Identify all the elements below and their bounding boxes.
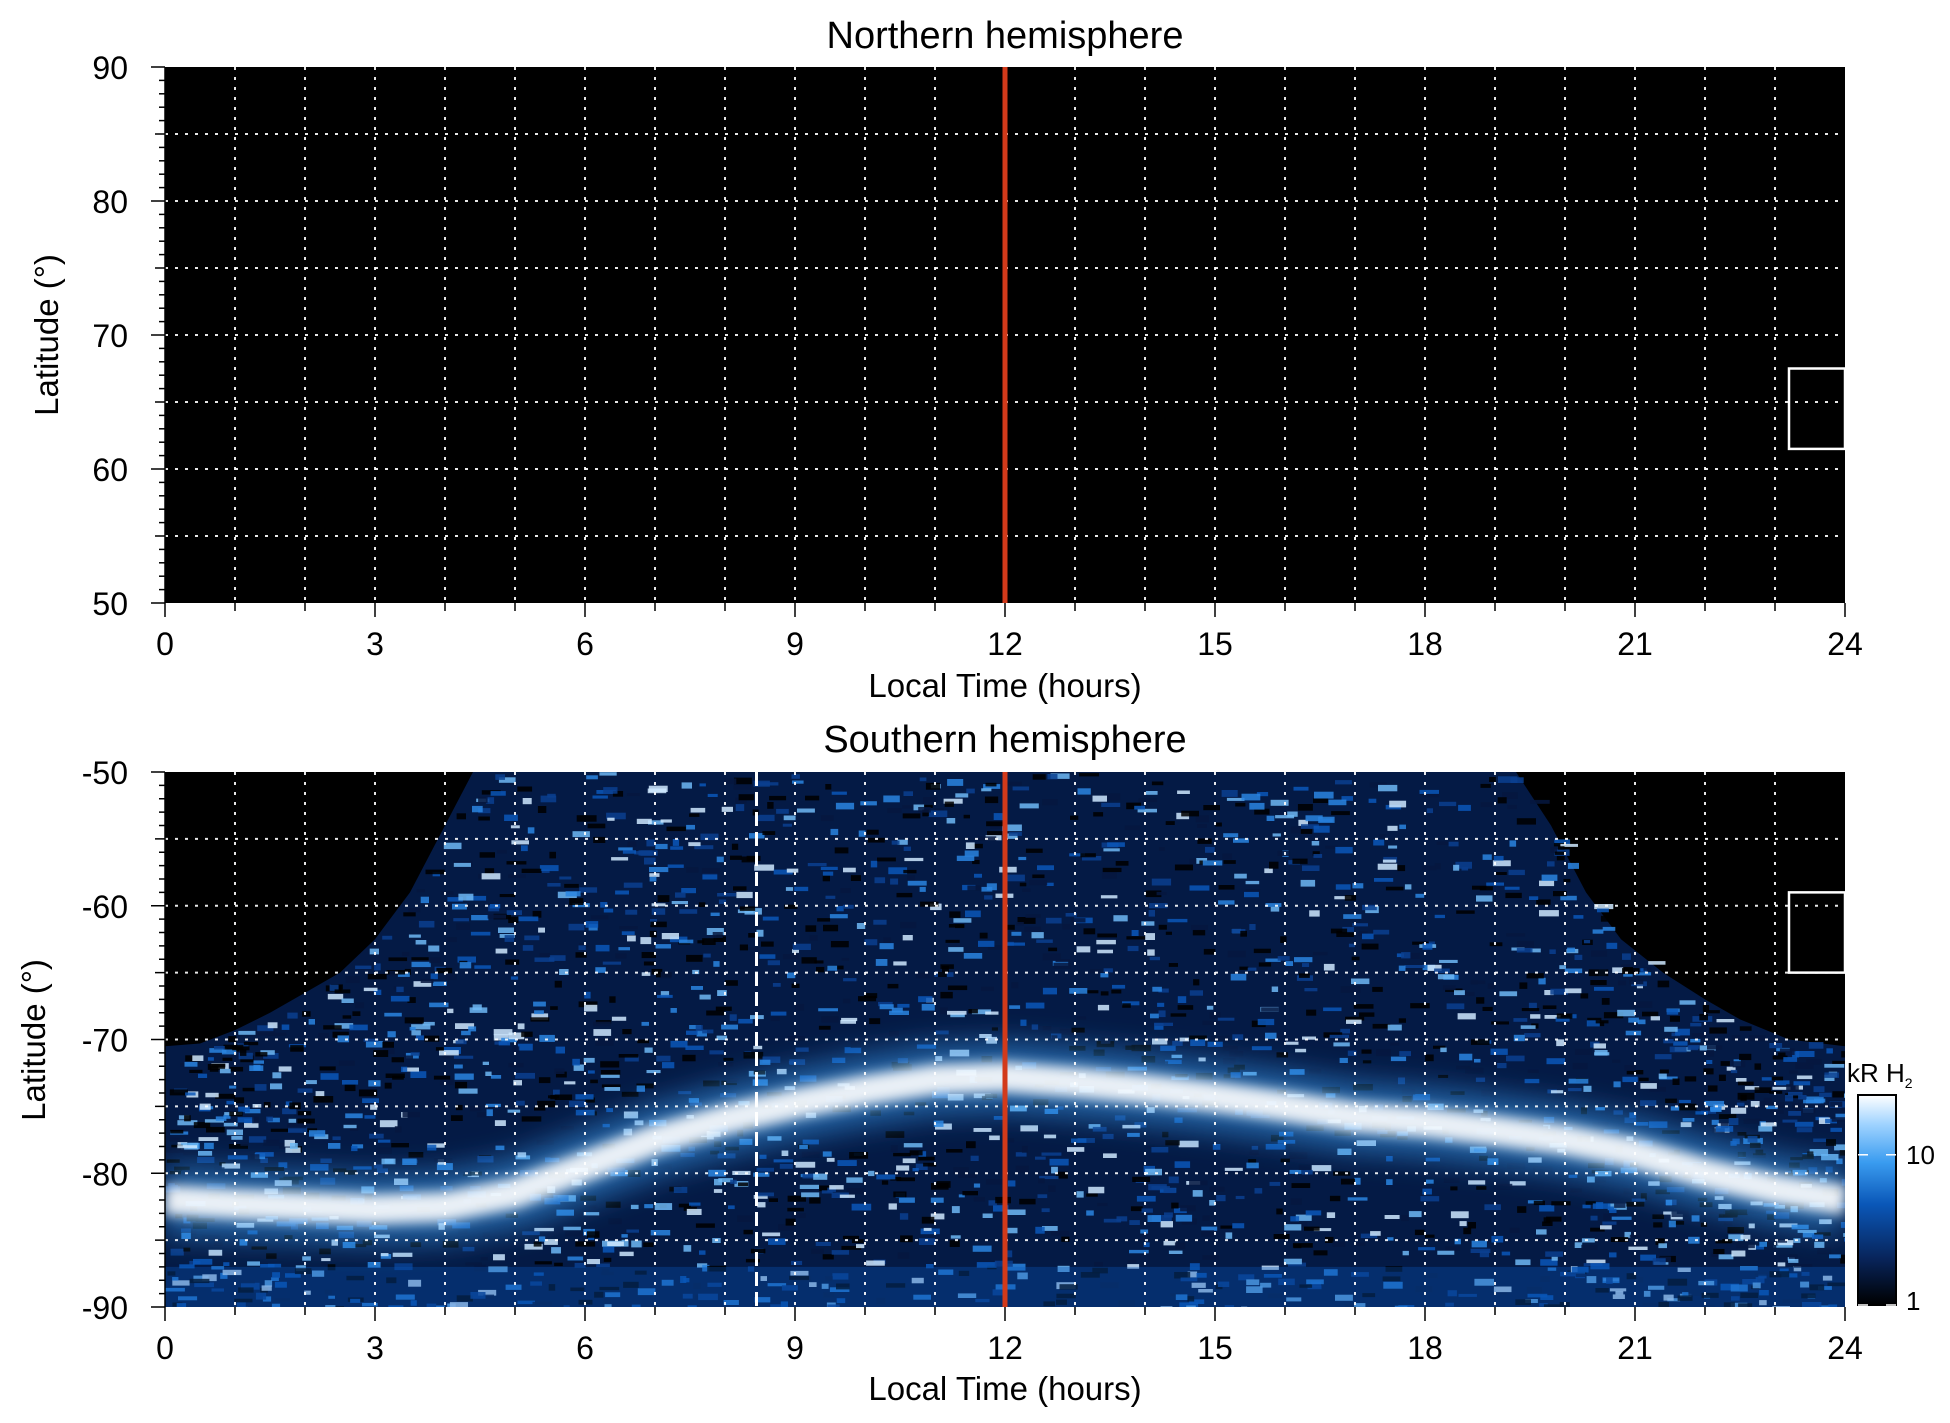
north-xtick-label: 6 <box>576 626 594 662</box>
north-xlabel: Local Time (hours) <box>868 667 1141 704</box>
north-xtick-label: 21 <box>1617 626 1653 662</box>
north-xtick-label: 18 <box>1407 626 1443 662</box>
north-ytick-label: 50 <box>92 586 128 622</box>
colorbar: kR H2 1 10 <box>1847 1058 1935 1316</box>
colorbar-label: kR H2 <box>1847 1058 1913 1091</box>
north-title: Northern hemisphere <box>827 15 1184 57</box>
south-xtick-label: 0 <box>156 1330 174 1366</box>
north-ytick-label: 90 <box>92 50 128 86</box>
north-marker-box <box>1787 367 1847 451</box>
south-xlabel: Local Time (hours) <box>868 1370 1141 1407</box>
southern-panel: Southern hemisphere -90 -80 -70 -60 -50 0 3 6 9… <box>15 719 1863 1407</box>
north-ylabel: Latitude (°) <box>28 254 65 416</box>
north-xtick-labels: 0 3 6 9 12 15 18 21 24 <box>156 626 1863 662</box>
north-ytick-label: 60 <box>92 452 128 488</box>
north-ytick-label: 80 <box>92 184 128 220</box>
colorbar-tick-label: 1 <box>1906 1286 1920 1316</box>
south-ytick-label: -90 <box>82 1290 128 1326</box>
south-title: Southern hemisphere <box>823 719 1186 761</box>
colorbar-tick-label: 10 <box>1906 1140 1935 1170</box>
north-ticks <box>151 66 1846 617</box>
south-ytick-labels: -90 -80 -70 -60 -50 <box>82 755 128 1326</box>
north-xtick-label: 9 <box>786 626 804 662</box>
north-xtick-label: 3 <box>366 626 384 662</box>
south-ytick-label: -60 <box>82 889 128 925</box>
south-xtick-label: 18 <box>1407 1330 1443 1366</box>
south-xtick-labels: 0 3 6 9 12 15 18 21 24 <box>156 1330 1863 1366</box>
south-xtick-label: 9 <box>786 1330 804 1366</box>
south-xtick-label: 24 <box>1827 1330 1863 1366</box>
south-xtick-label: 21 <box>1617 1330 1653 1366</box>
south-ylabel: Latitude (°) <box>15 959 52 1121</box>
south-xtick-label: 15 <box>1197 1330 1233 1366</box>
north-xtick-label: 0 <box>156 626 174 662</box>
colorbar-label-subscript: 2 <box>1905 1075 1913 1091</box>
colorbar-gradient <box>1857 1094 1897 1306</box>
south-ytick-label: -70 <box>82 1023 128 1059</box>
south-ytick-label: -50 <box>82 755 128 791</box>
northern-panel: Northern hemisphere 50 60 70 80 90 0 3 6 9 12 15 1… <box>28 15 1863 704</box>
north-xtick-label: 24 <box>1827 626 1863 662</box>
north-xtick-label: 15 <box>1197 626 1233 662</box>
south-xtick-label: 6 <box>576 1330 594 1366</box>
north-ytick-labels: 50 60 70 80 90 <box>92 50 128 622</box>
south-marker-box <box>1787 891 1847 974</box>
south-xtick-label: 3 <box>366 1330 384 1366</box>
south-xtick-label: 12 <box>987 1330 1023 1366</box>
south-ytick-label: -80 <box>82 1156 128 1192</box>
south-ticks <box>151 771 1846 1321</box>
north-ytick-label: 70 <box>92 318 128 354</box>
colorbar-ticks: 1 10 <box>1858 1140 1935 1316</box>
north-xtick-label: 12 <box>987 626 1023 662</box>
